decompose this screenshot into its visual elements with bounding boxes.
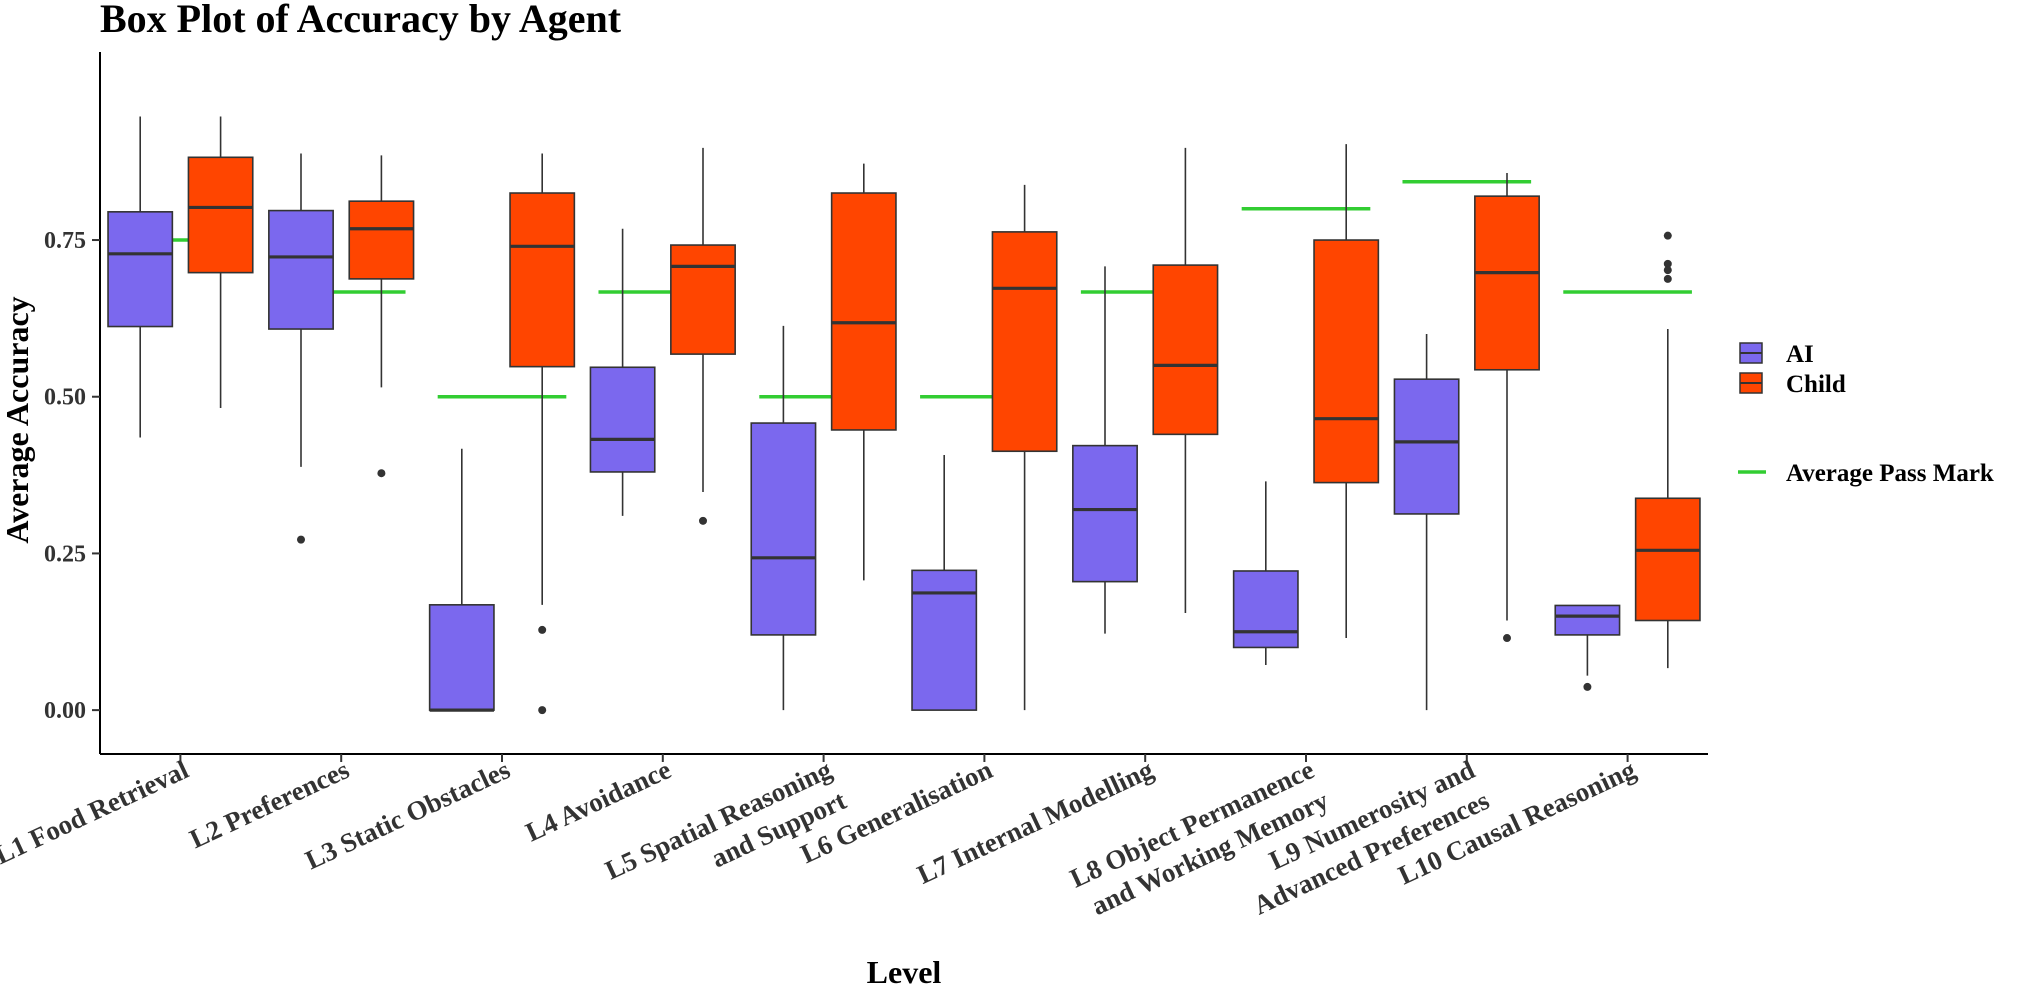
outlier-child-level-2 — [377, 469, 386, 478]
y-ticks: 0.00 0.25 0.50 0.75 — [44, 228, 100, 724]
box-ai-level-9 — [1393, 378, 1460, 515]
box-ai-level-3 — [428, 604, 495, 711]
box-child-level-7 — [1152, 264, 1219, 436]
outlier-child-level-10 — [1663, 274, 1672, 283]
boxes — [107, 116, 1701, 715]
outlier-child-level-3 — [538, 625, 547, 634]
box-child-level-8 — [1313, 239, 1380, 484]
outlier-child-level-9 — [1503, 634, 1511, 643]
y-tick-label: 0.25 — [44, 541, 86, 567]
y-tick-label: 0.75 — [44, 228, 86, 254]
y-axis-title: Average Accuracy — [0, 296, 35, 543]
box-ai-level-10 — [1554, 604, 1621, 636]
box-ai-level-1 — [107, 211, 174, 328]
outlier-ai-level-10 — [1583, 682, 1592, 691]
legend: AI Child Average Pass Mark — [1738, 341, 1994, 487]
legend-label-child: Child — [1786, 371, 1846, 398]
box-ai-level-4 — [589, 366, 656, 473]
box-child-level-3 — [509, 192, 576, 368]
outlier-ai-level-2 — [297, 535, 305, 544]
axes — [99, 52, 1708, 755]
box-ai-level-2 — [268, 209, 334, 330]
y-tick-label: 0.50 — [44, 385, 86, 411]
box-ai-level-5 — [750, 422, 817, 636]
box-ai-level-7 — [1072, 444, 1138, 583]
outlier-child-level-10 — [1663, 266, 1672, 275]
outlier-child-level-3 — [538, 706, 547, 715]
box-child-level-10 — [1634, 497, 1701, 622]
x-tick-label-line: L1 Food Retrieval — [0, 754, 193, 870]
box-ai-level-8 — [1232, 570, 1299, 649]
box-child-level-6 — [991, 231, 1058, 453]
box-child-level-2 — [348, 200, 415, 280]
outlier-child-level-4 — [699, 516, 707, 525]
x-axis-title: Level — [867, 954, 942, 986]
y-tick-label: 0.00 — [44, 698, 86, 724]
box-child-level-9 — [1474, 195, 1540, 371]
outlier-child-level-10 — [1663, 259, 1672, 268]
chart-title: Box Plot of Accuracy by Agent — [100, 0, 622, 41]
legend-label-ai: AI — [1786, 341, 1814, 368]
x-tick-label-level-1: L1 Food Retrieval — [0, 754, 193, 870]
box-child-level-1 — [187, 156, 254, 274]
box-child-level-4 — [670, 244, 736, 355]
legend-label-pass-mark: Average Pass Mark — [1786, 460, 1994, 487]
box-child-level-5 — [830, 192, 897, 431]
outlier-child-level-10 — [1663, 231, 1672, 240]
